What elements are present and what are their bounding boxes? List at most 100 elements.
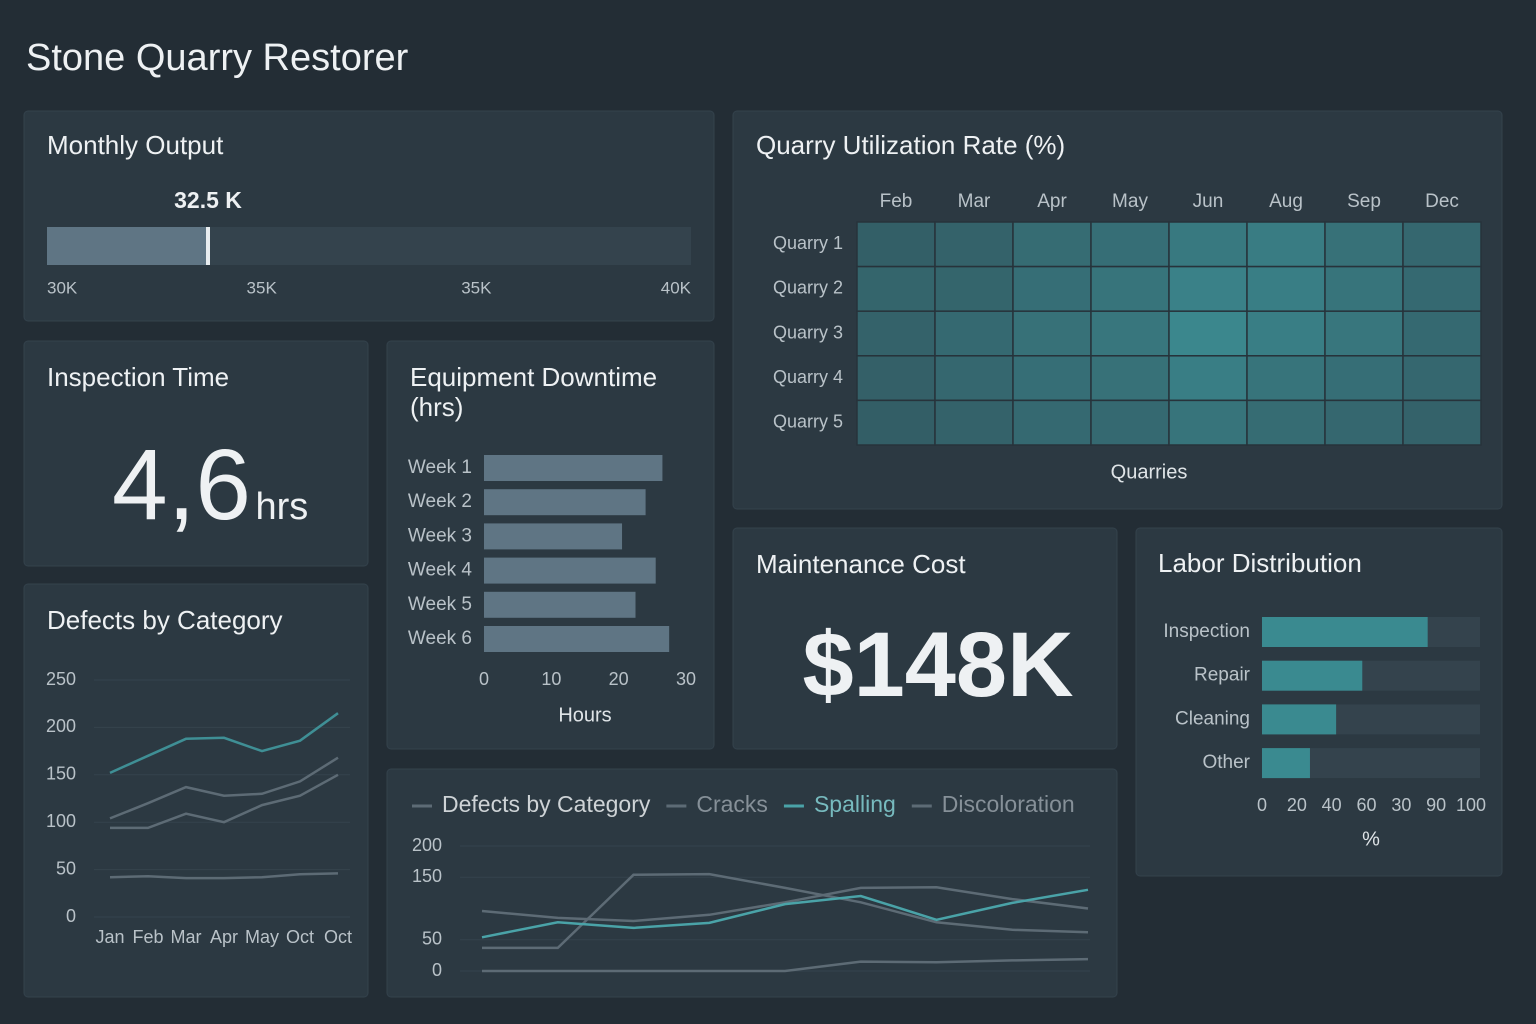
line bbox=[109, 712, 339, 775]
heatmap-cell bbox=[1012, 265, 1092, 312]
heatmap-cell bbox=[1324, 221, 1404, 268]
heatmap-cell bbox=[1168, 399, 1248, 446]
heatmap-cell bbox=[856, 221, 936, 268]
x-tick-label: 30 bbox=[1391, 795, 1411, 815]
y-tick-label: 150 bbox=[46, 764, 76, 784]
heatmap-cell bbox=[934, 399, 1014, 446]
x-tick-label: 60 bbox=[1356, 795, 1376, 815]
heatmap-cell bbox=[1402, 265, 1482, 312]
heatmap-cell bbox=[856, 355, 936, 402]
x-tick-label: Feb bbox=[880, 191, 913, 212]
legend-label: Spalling bbox=[814, 791, 896, 817]
heatmap-cell bbox=[1168, 221, 1248, 268]
chart-title: Labor Distribution bbox=[1158, 548, 1362, 578]
y-tick-label: Other bbox=[1202, 752, 1250, 773]
y-tick-label: Inspection bbox=[1163, 621, 1250, 642]
bar bbox=[1262, 617, 1428, 647]
heatmap-cell bbox=[1012, 310, 1092, 357]
y-tick-label: Week 2 bbox=[408, 491, 472, 512]
bar bbox=[484, 591, 636, 618]
y-tick-label: 200 bbox=[412, 835, 442, 855]
heatmap-cell bbox=[856, 265, 936, 312]
heatmap-cell bbox=[1090, 399, 1170, 446]
chart-title: Monthly Output bbox=[47, 130, 224, 160]
heatmap-cell bbox=[934, 265, 1014, 312]
bar bbox=[484, 523, 623, 550]
bar bbox=[484, 557, 656, 584]
heatmap-cell bbox=[1168, 355, 1248, 402]
x-tick-label: Dec bbox=[1425, 191, 1459, 212]
y-tick-label: 250 bbox=[46, 669, 76, 689]
x-tick-label: 10 bbox=[541, 669, 561, 689]
bar bbox=[1262, 704, 1337, 735]
heatmap-cell bbox=[1090, 355, 1170, 402]
x-tick-label: 30K bbox=[47, 278, 78, 297]
kpi: 4,6 hrs bbox=[112, 425, 308, 545]
panel bbox=[1135, 527, 1503, 877]
x-tick-label: Oct bbox=[286, 927, 314, 947]
panel bbox=[23, 110, 715, 322]
x-tick-label: 35K bbox=[461, 278, 492, 297]
line bbox=[109, 756, 339, 820]
y-tick-label: 0 bbox=[66, 906, 76, 926]
x-tick-label: 20 bbox=[609, 669, 629, 689]
x-tick-label: 40 bbox=[1322, 795, 1342, 815]
y-tick-label: 50 bbox=[56, 858, 76, 878]
x-tick-label: Mar bbox=[171, 927, 202, 947]
heatmap-cell bbox=[856, 310, 936, 357]
heatmap-cell bbox=[1402, 310, 1482, 357]
x-tick-label: 35K bbox=[247, 278, 278, 297]
x-tick-label: 30 bbox=[676, 669, 696, 689]
x-tick-label: 0 bbox=[1257, 795, 1267, 815]
x-axis-label: Quarries bbox=[1111, 461, 1188, 483]
y-tick-label: Quarry 3 bbox=[773, 322, 843, 342]
x-tick-label: Jan bbox=[95, 927, 124, 947]
bar bbox=[484, 626, 670, 652]
y-tick-label: Quarry 2 bbox=[773, 278, 843, 298]
x-tick-label: Feb bbox=[132, 927, 163, 947]
x-tick-label: 100 bbox=[1456, 795, 1486, 815]
panel bbox=[23, 340, 369, 567]
y-tick-label: Week 5 bbox=[408, 594, 472, 615]
heatmap-cell bbox=[1168, 265, 1248, 312]
heatmap-cell bbox=[1246, 265, 1326, 312]
y-tick-label: Quarry 4 bbox=[773, 367, 843, 387]
x-tick-label: 20 bbox=[1287, 795, 1307, 815]
y-tick-label: 50 bbox=[422, 929, 442, 949]
x-tick-label: Aug bbox=[1269, 191, 1303, 212]
heatmap-cell bbox=[1324, 399, 1404, 446]
line bbox=[481, 888, 1089, 939]
heatmap-cell bbox=[1246, 355, 1326, 402]
heatmap-cell bbox=[1012, 221, 1092, 268]
x-axis-label: Hours bbox=[558, 704, 611, 726]
chart-title: Quarry Utilization Rate (%) bbox=[756, 130, 1066, 160]
y-tick-label: Repair bbox=[1194, 665, 1251, 686]
kpi-title: Inspection Time bbox=[47, 362, 230, 392]
x-tick-label: May bbox=[245, 927, 279, 947]
heatmap-cell bbox=[1324, 355, 1404, 402]
heatmap-cell bbox=[1402, 355, 1482, 402]
x-axis-label: % bbox=[1362, 828, 1380, 850]
y-tick-label: Week 1 bbox=[408, 457, 472, 478]
heatmap-cell bbox=[1324, 265, 1404, 312]
x-tick-label: 40K bbox=[661, 278, 692, 297]
heatmap-cell bbox=[1012, 399, 1092, 446]
line bbox=[481, 886, 1089, 923]
panel bbox=[732, 527, 1118, 750]
y-tick-label: Week 3 bbox=[408, 525, 472, 546]
kpi-unit: hrs bbox=[255, 486, 309, 528]
chart-title: Defects by Category bbox=[47, 605, 283, 635]
heatmap-cell bbox=[1324, 310, 1404, 357]
y-tick-label: 150 bbox=[412, 866, 442, 886]
y-tick-label: Week 6 bbox=[408, 628, 472, 649]
y-tick-label: Cleaning bbox=[1175, 708, 1250, 729]
bar bbox=[1262, 748, 1310, 779]
heatmap-cell bbox=[934, 221, 1014, 268]
kpi-title: Maintenance Cost bbox=[756, 549, 966, 579]
chart-title: Equipment Downtime (hrs) bbox=[410, 362, 658, 422]
y-tick-label: 0 bbox=[432, 960, 442, 980]
y-tick-label: Quarry 5 bbox=[773, 411, 843, 431]
kpi-value: $148K bbox=[802, 614, 1074, 716]
